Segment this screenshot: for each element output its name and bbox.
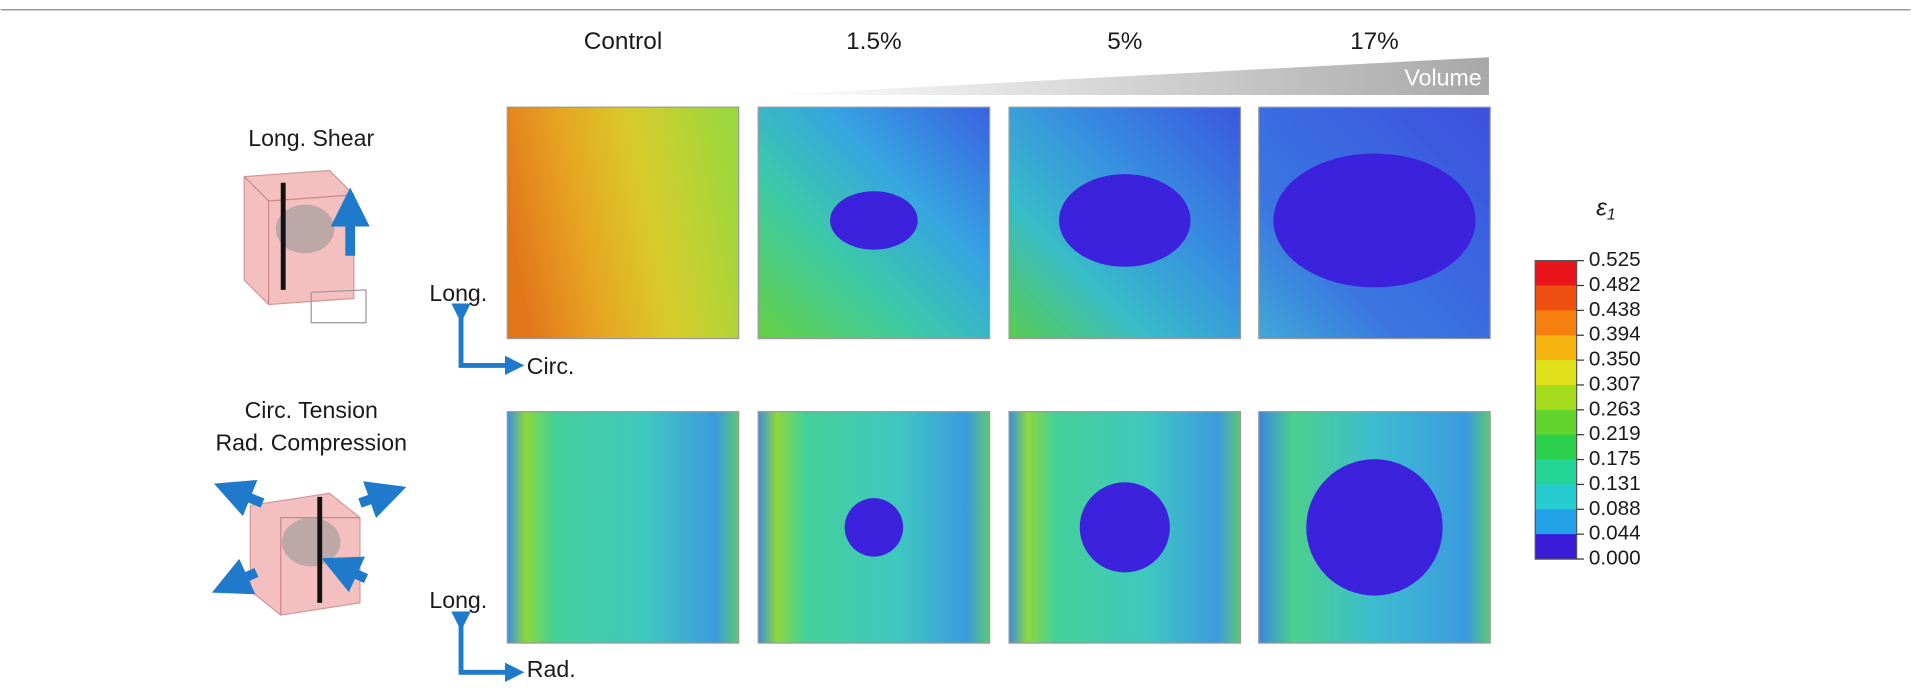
inclusion [1273,153,1476,288]
inclusion [1059,174,1191,267]
column-header: 1.5% [846,28,902,55]
axis-label: Long. [429,280,487,306]
colorbar-segment [1535,310,1577,336]
symbol: ε [1596,195,1607,222]
colorbar-title: ε1 [1596,195,1616,224]
colorbar-tick-label: 0.175 [1589,447,1641,470]
axis-label: Long. [429,587,487,613]
axis-label: Circ. [527,353,575,379]
colorbar-segment [1535,484,1577,510]
inclusion [844,498,904,557]
volume-gradient [767,57,1489,95]
axis-arrows [451,303,525,683]
colorbar-segment [1535,384,1577,411]
colorbar-tick-label: 0.482 [1589,273,1641,296]
inclusion [830,191,918,250]
subscript: 1 [1607,207,1616,224]
colorbar-tick-label: 0.525 [1589,248,1641,271]
strain-map [506,106,740,340]
colorbar-tick-label: 0.350 [1589,348,1641,371]
colorbar-tick-label: 0.307 [1589,372,1641,395]
column-header: 17% [1350,28,1399,55]
axis-label: Rad. [527,656,576,682]
colorbar-tick-label: 0.263 [1589,397,1641,420]
colorbar-tick-label: 0.044 [1589,522,1641,545]
colorbar-tick-label: 0.394 [1589,323,1641,346]
inclusion [1306,459,1443,596]
column-header: Control [584,28,662,55]
colorbar-tick-label: 0.438 [1589,298,1641,321]
colorbar-segment [1535,360,1577,386]
colorbar-tick-label: 0.088 [1589,497,1641,520]
strain-map [506,411,740,644]
colorbar-segment [1535,409,1577,436]
colorbar-tick-label: 0.219 [1589,422,1641,445]
gradient-label: Volume [1405,64,1482,90]
row-label: Long. Shear [248,125,374,151]
colorbar-segment [1535,335,1577,361]
colorbar-segment [1535,285,1577,311]
row-label: Circ. Tension [245,397,378,423]
column-header: 5% [1107,28,1142,55]
colorbar-tick-label: 0.000 [1589,546,1641,569]
colorbar-segment [1535,509,1577,535]
colorbar-tick-label: 0.131 [1589,472,1641,495]
colorbar-segment [1535,534,1577,560]
colorbar-segment [1535,434,1577,461]
cube-icon [211,479,407,616]
colorbar-segment [1535,260,1577,287]
row-label: Rad. Compression [215,430,407,456]
cube-icon [243,169,370,324]
colorbar-segment [1535,459,1577,486]
inclusion [1079,482,1170,573]
